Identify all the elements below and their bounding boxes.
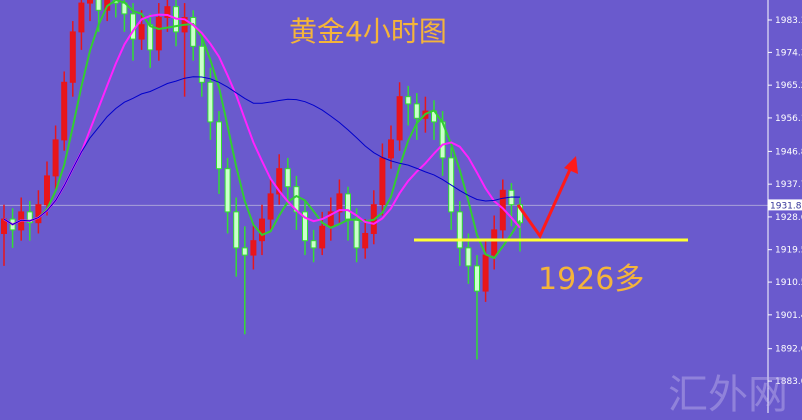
candle-up [87,0,93,4]
candle-up [482,254,489,292]
candle-down [310,240,317,249]
candle-down [147,24,154,51]
y-tick-label: 1937.7 [775,180,802,190]
moving-average-line [3,76,521,226]
candle-down [112,0,119,4]
candle-down [216,121,222,170]
annotation-label: 1926多 [538,262,645,297]
candle-up [491,229,498,256]
candle-up [276,168,283,195]
candle-up [336,193,343,213]
candle-down [345,193,351,220]
candle-down [474,265,480,292]
candle-up [155,16,162,51]
y-tick-label: 1965.2 [775,81,802,91]
candle-up [1,218,7,234]
candle-up [267,193,274,220]
y-tick-label: 1974.3 [775,48,802,58]
candle-down [293,186,300,213]
candle-up [61,81,68,141]
y-tick-label: 1901.4 [775,311,802,321]
candle-up [164,6,171,18]
candle-down [405,96,412,105]
current-price-box [768,199,802,211]
candle-up [44,175,50,206]
candle-down [284,168,291,188]
watermark: 汇外网 [668,372,788,418]
candle-down [241,247,248,256]
candle-up [362,232,369,249]
chart-title: 黄金4小时图 [289,15,447,48]
candle-down [353,218,360,249]
candle-down [198,45,205,83]
y-tick-label: 1946.8 [775,147,802,157]
y-tick-label: 1956.1 [775,114,802,124]
arrow-head-icon [564,156,578,174]
candle-up [327,211,334,227]
current-price-label: 1931.8 [770,201,802,211]
y-tick-label: 1928.6 [775,213,802,223]
y-tick-label: 1892.0 [775,345,802,355]
candle-up [396,96,403,141]
forecast-arrow [516,164,574,240]
candle-down [26,211,33,224]
candle-up [138,24,145,40]
candle-up [69,31,76,83]
y-tick-label: 1910.5 [775,278,802,288]
candle-up [379,157,386,206]
candle-down [207,81,214,123]
y-tick-label: 1883.0 [775,377,802,387]
candle-down [465,247,472,267]
moving-average-line [3,0,521,260]
y-tick-label: 1983.3 [775,16,802,26]
y-tick-label: 1919.5 [775,246,802,256]
candle-down [456,211,463,249]
candle-up [250,240,257,256]
candle-down [413,103,420,119]
candle-up [319,225,326,249]
candle-down [190,16,197,47]
candle-up [35,204,42,224]
candle-down [233,211,240,249]
candle-up [78,2,85,33]
candle-down [302,211,308,242]
candle-up [259,218,265,242]
moving-average-line [3,13,521,229]
candle-down [95,0,102,11]
candle-up [52,139,59,177]
candle-up [388,139,394,159]
candle-down [224,168,231,213]
